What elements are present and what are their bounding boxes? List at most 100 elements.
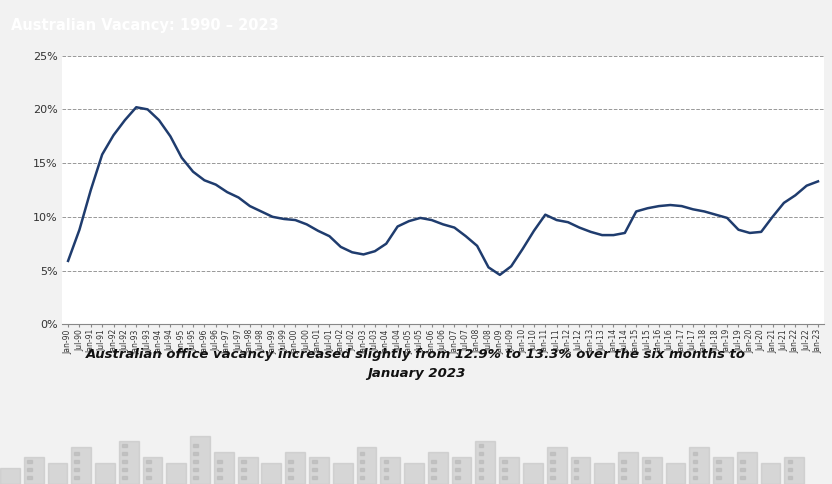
Bar (193, 452, 198, 455)
Bar (692, 468, 697, 470)
Bar (193, 468, 198, 470)
Bar (478, 468, 483, 470)
Bar (618, 452, 638, 484)
Bar (740, 476, 745, 479)
Bar (312, 476, 317, 479)
Bar (666, 463, 686, 484)
Bar (261, 463, 281, 484)
Bar (359, 468, 364, 470)
Bar (737, 452, 757, 484)
Bar (431, 460, 436, 463)
Bar (692, 460, 697, 463)
Bar (217, 460, 222, 463)
Bar (503, 476, 508, 479)
Bar (24, 457, 43, 484)
Bar (594, 463, 614, 484)
Bar (289, 460, 293, 463)
Bar (75, 452, 79, 455)
Text: Australian Vacancy: 1990 – 2023: Australian Vacancy: 1990 – 2023 (11, 18, 279, 33)
Bar (72, 447, 92, 484)
Bar (359, 460, 364, 463)
Bar (574, 460, 578, 463)
Bar (503, 468, 508, 470)
Bar (27, 476, 32, 479)
Bar (622, 460, 626, 463)
Bar (193, 444, 198, 447)
Bar (289, 468, 293, 470)
Bar (692, 476, 697, 479)
Bar (75, 460, 79, 463)
Bar (788, 460, 792, 463)
Bar (309, 457, 329, 484)
Bar (166, 463, 186, 484)
Bar (503, 460, 508, 463)
Bar (384, 460, 389, 463)
Bar (716, 476, 721, 479)
Bar (238, 457, 258, 484)
Text: Australian office vacancy increased slightly from 12.9% to 13.3% over the six mo: Australian office vacancy increased slig… (86, 348, 746, 380)
Bar (241, 476, 245, 479)
Bar (285, 452, 305, 484)
Bar (289, 476, 293, 479)
Bar (550, 468, 555, 470)
Bar (146, 468, 151, 470)
Bar (47, 463, 67, 484)
Bar (645, 468, 650, 470)
Bar (455, 460, 459, 463)
Bar (122, 460, 126, 463)
Bar (214, 452, 234, 484)
Bar (550, 460, 555, 463)
Bar (645, 476, 650, 479)
Bar (713, 457, 733, 484)
Bar (193, 460, 198, 463)
Bar (359, 452, 364, 455)
Bar (122, 444, 126, 447)
Bar (550, 476, 555, 479)
Bar (359, 476, 364, 479)
Bar (574, 476, 578, 479)
Bar (384, 476, 389, 479)
Bar (499, 457, 519, 484)
Bar (0, 468, 20, 484)
Bar (716, 468, 721, 470)
Bar (478, 476, 483, 479)
Bar (550, 452, 555, 455)
Bar (645, 460, 650, 463)
Bar (622, 468, 626, 470)
Bar (241, 468, 245, 470)
Bar (478, 444, 483, 447)
Bar (119, 441, 139, 484)
Bar (122, 476, 126, 479)
Bar (333, 463, 353, 484)
Bar (312, 468, 317, 470)
Bar (690, 447, 709, 484)
Bar (27, 468, 32, 470)
Bar (217, 468, 222, 470)
Bar (142, 457, 162, 484)
Bar (122, 452, 126, 455)
Bar (523, 463, 542, 484)
Bar (95, 463, 115, 484)
Bar (217, 476, 222, 479)
Bar (27, 460, 32, 463)
Bar (146, 476, 151, 479)
Bar (357, 447, 376, 484)
Bar (760, 463, 780, 484)
Bar (478, 460, 483, 463)
Bar (122, 468, 126, 470)
Bar (785, 457, 805, 484)
Bar (740, 468, 745, 470)
Bar (146, 460, 151, 463)
Bar (641, 457, 661, 484)
Bar (431, 476, 436, 479)
Bar (475, 441, 495, 484)
Bar (574, 468, 578, 470)
Bar (75, 468, 79, 470)
Bar (384, 468, 389, 470)
Bar (622, 476, 626, 479)
Bar (455, 476, 459, 479)
Bar (692, 452, 697, 455)
Bar (404, 463, 424, 484)
Bar (571, 457, 591, 484)
Bar (547, 447, 567, 484)
